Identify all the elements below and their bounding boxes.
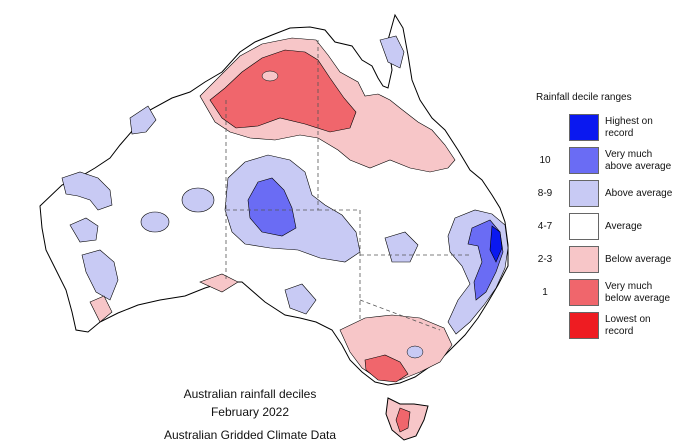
north-very-much-below bbox=[209, 49, 357, 133]
southeast-very-much-below bbox=[364, 354, 409, 383]
legend-range: 2-3 bbox=[537, 254, 553, 265]
legend-row-lowest: Lowest on record bbox=[530, 312, 675, 339]
map-title: Australian rainfall deciles bbox=[183, 387, 317, 401]
legend-row-above: 8-9 Above average bbox=[530, 180, 675, 207]
west-above-average-3 bbox=[81, 249, 119, 301]
west-above-average-4 bbox=[140, 211, 170, 233]
legend-range: 4-7 bbox=[537, 221, 553, 232]
east-above-average-2 bbox=[384, 231, 419, 263]
legend-label: Above average bbox=[605, 187, 673, 199]
legend-range: 8-9 bbox=[537, 188, 553, 199]
legend-range: 10 bbox=[539, 155, 551, 166]
east-highest-on-record bbox=[489, 225, 503, 263]
legend-label: Very much below average bbox=[605, 280, 671, 304]
central-very-much-above bbox=[247, 177, 297, 237]
south-below-average-2 bbox=[199, 273, 239, 293]
north-white-hole bbox=[261, 70, 279, 82]
legend-range: 1 bbox=[542, 287, 548, 298]
legend-label: Very much above average bbox=[605, 148, 672, 172]
northeast-above-average bbox=[379, 35, 405, 69]
south-above-average-patch bbox=[406, 345, 424, 359]
legend-swatch bbox=[569, 246, 599, 273]
legend-swatch bbox=[569, 147, 599, 174]
northwest-above-average bbox=[129, 105, 157, 135]
map-source: Australian Gridded Climate Data bbox=[163, 428, 337, 442]
legend-swatch bbox=[569, 114, 599, 141]
state-borders bbox=[225, 40, 470, 331]
south-above-average-3 bbox=[284, 283, 317, 315]
legend-swatch bbox=[569, 180, 599, 207]
west-above-average-1 bbox=[61, 171, 113, 211]
legend-title: Rainfall decile ranges bbox=[536, 92, 632, 103]
west-above-average-2 bbox=[69, 217, 99, 243]
legend-label: Below average bbox=[605, 253, 672, 265]
legend-swatch bbox=[569, 312, 599, 339]
south-below-average-1 bbox=[89, 295, 113, 323]
legend-swatch bbox=[569, 279, 599, 306]
legend-row-below: 2-3 Below average bbox=[530, 246, 675, 273]
legend-row-very-much-above: 10 Very much above average bbox=[530, 147, 675, 174]
legend-row-highest: Highest on record bbox=[530, 114, 675, 141]
legend-swatch bbox=[569, 213, 599, 240]
west-above-average-5 bbox=[181, 187, 215, 213]
legend-label: Lowest on record bbox=[605, 313, 651, 337]
legend-row-average: 4-7 Average bbox=[530, 213, 675, 240]
legend-label: Highest on record bbox=[605, 115, 653, 139]
tasmania-low-patch bbox=[395, 407, 411, 433]
map-period: February 2022 bbox=[210, 405, 290, 419]
legend-label: Average bbox=[605, 220, 643, 232]
legend-row-very-much-below: 1 Very much below average bbox=[530, 279, 675, 306]
